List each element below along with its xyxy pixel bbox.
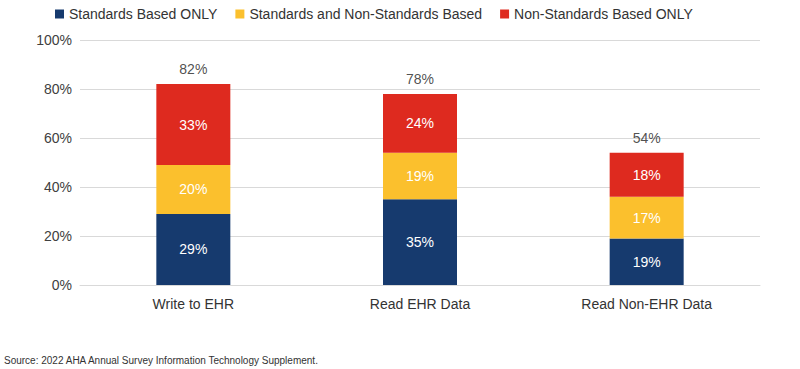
- svg-text:Standards Based ONLY: Standards Based ONLY: [69, 6, 218, 22]
- svg-text:0%: 0%: [52, 277, 72, 293]
- svg-text:33%: 33%: [179, 117, 207, 133]
- svg-text:54%: 54%: [633, 130, 661, 146]
- svg-text:100%: 100%: [36, 32, 72, 48]
- svg-text:19%: 19%: [406, 168, 434, 184]
- svg-text:78%: 78%: [406, 71, 434, 87]
- svg-text:20%: 20%: [179, 181, 207, 197]
- svg-text:Write to EHR: Write to EHR: [153, 296, 234, 312]
- svg-text:20%: 20%: [44, 228, 72, 244]
- svg-text:Read EHR Data: Read EHR Data: [370, 296, 471, 312]
- svg-text:82%: 82%: [179, 61, 207, 77]
- svg-text:Read Non-EHR Data: Read Non-EHR Data: [581, 296, 712, 312]
- svg-text:35%: 35%: [406, 234, 434, 250]
- svg-text:29%: 29%: [179, 241, 207, 257]
- svg-text:17%: 17%: [633, 210, 661, 226]
- svg-text:24%: 24%: [406, 115, 434, 131]
- svg-text:19%: 19%: [633, 254, 661, 270]
- svg-text:80%: 80%: [44, 81, 72, 97]
- svg-text:Source: 2022 AHA Annual Survey: Source: 2022 AHA Annual Survey Informati…: [4, 355, 318, 366]
- svg-text:60%: 60%: [44, 130, 72, 146]
- svg-text:Non-Standards Based ONLY: Non-Standards Based ONLY: [514, 6, 693, 22]
- svg-text:40%: 40%: [44, 179, 72, 195]
- svg-text:18%: 18%: [633, 167, 661, 183]
- svg-text:Standards and Non-Standards Ba: Standards and Non-Standards Based: [249, 6, 482, 22]
